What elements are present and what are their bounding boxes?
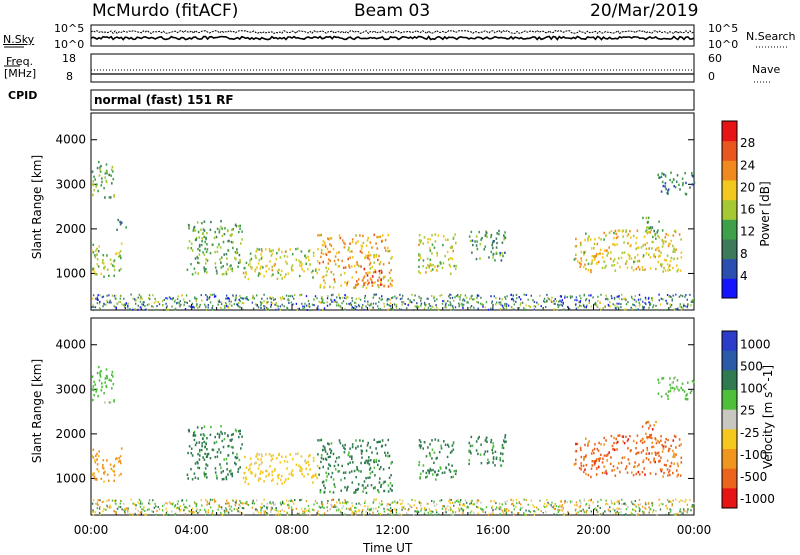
- xtick-label-4: 16:00: [476, 523, 511, 537]
- colorbar-tick-power-5: 24: [740, 158, 755, 172]
- echo-region-velocity-3: [242, 452, 319, 486]
- freq-panel-frame: [90, 53, 695, 83]
- echo-region-power-8: [468, 229, 507, 262]
- freq-label-1: Freq.: [6, 55, 34, 68]
- colorbar-frame-velocity: [721, 330, 738, 509]
- nave-label: Nave: [752, 63, 781, 76]
- ytick-label-velocity-2000: 2000: [55, 427, 86, 441]
- colorbar-tick-power-3: 16: [740, 203, 755, 217]
- echo-region-velocity-9: [657, 376, 695, 401]
- freq-left-tick-bottom: 8: [66, 70, 73, 83]
- ytick-label-velocity-3000: 3000: [55, 382, 86, 396]
- noise-sky-trace: [90, 35, 695, 41]
- echo-region-velocity-4: [317, 438, 393, 495]
- colorbar-tick-velocity-0: 1000: [740, 337, 771, 351]
- echo-region-power-1: [91, 242, 123, 278]
- colorbar-frame-power: [721, 120, 738, 299]
- xtick-label-6: 00:00: [677, 523, 712, 537]
- colorbar-swatch-velocity-8: [722, 488, 737, 509]
- colorbar-swatch-power-1: [722, 258, 737, 279]
- colorbar-swatch-velocity-0: [722, 331, 737, 352]
- noise-left-label: N.Sky: [3, 33, 35, 46]
- ytick-label-velocity-1000: 1000: [55, 471, 86, 485]
- xtick-label-2: 08:00: [275, 523, 310, 537]
- colorbar-tick-velocity-4: -25: [740, 426, 760, 440]
- echo-region-velocity-2: [186, 425, 243, 481]
- echo-region-power-7: [418, 233, 457, 275]
- echo-region-power-6: [362, 267, 383, 287]
- freq-left-tick-top: 18: [62, 52, 76, 65]
- colorbar-swatch-power-8: [722, 121, 737, 142]
- colorbar-tick-power-1: 8: [740, 247, 748, 261]
- colorbar-swatch-power-2: [722, 239, 737, 260]
- colorbar-tick-power-6: 28: [740, 136, 755, 150]
- cpid-label: CPID: [8, 89, 38, 102]
- echo-region-power-5: [317, 233, 393, 290]
- cpid-mode: normal (fast) 151 RF: [94, 93, 234, 107]
- colorbar-swatch-power-5: [722, 180, 737, 201]
- echo-region-velocity-0: [91, 365, 115, 404]
- xtick-label-3: 12:00: [375, 523, 410, 537]
- echo-region-power-4: [242, 247, 319, 281]
- colorbar-tick-velocity-3: 25: [740, 404, 755, 418]
- ground-scatter-velocity: [91, 498, 695, 517]
- ytick-label-power-3000: 3000: [55, 177, 86, 191]
- echo-region-power-0: [91, 160, 115, 199]
- noise-left-tick-top: 10^5: [54, 22, 85, 35]
- station-title: McMurdo (fitACF): [92, 1, 239, 21]
- echo-region-power-11: [657, 171, 696, 196]
- echo-region-power-9: [573, 229, 683, 274]
- colorbar-tick-velocity-1: 500: [740, 359, 763, 373]
- colorbar-tick-power-0: 4: [740, 269, 748, 283]
- beam-title: Beam 03: [354, 1, 431, 21]
- colorbar-tick-velocity-2: 100: [740, 382, 763, 396]
- colorbar-swatch-velocity-2: [722, 370, 737, 391]
- ytick-label-power-1000: 1000: [55, 266, 86, 280]
- noise-search-trace: [90, 29, 695, 35]
- echo-region-power-3: [186, 220, 243, 276]
- colorbar-tick-power-2: 12: [740, 225, 755, 239]
- colorbar-tick-velocity-7: -1000: [740, 492, 775, 506]
- colorbar-swatch-velocity-7: [722, 468, 737, 489]
- colorbar-swatch-velocity-6: [722, 449, 737, 470]
- echo-region-power-10: [642, 216, 660, 240]
- echo-region-velocity-5: [418, 438, 457, 481]
- colorbar-swatch-power-0: [722, 278, 737, 299]
- echo-region-velocity-6: [468, 434, 507, 467]
- ytick-label-velocity-4000: 4000: [55, 338, 86, 352]
- freq-right-tick-top: 60: [708, 52, 722, 65]
- echo-region-velocity-7: [573, 434, 683, 479]
- echo-region-velocity-8: [639, 420, 658, 445]
- xtick-label-0: 00:00: [74, 523, 109, 537]
- noise-right-tick-top: 10^5: [708, 22, 739, 35]
- noise-panel-frame: [90, 24, 695, 47]
- colorbar-swatch-velocity-4: [722, 409, 737, 430]
- colorbar-swatch-power-4: [722, 199, 737, 220]
- colorbar-swatch-velocity-3: [722, 390, 737, 411]
- colorbar-tick-velocity-6: -500: [740, 470, 767, 484]
- colorbar-swatch-power-7: [722, 140, 737, 161]
- colorbar-swatch-velocity-1: [722, 350, 737, 371]
- colorbar-swatch-velocity-5: [722, 429, 737, 450]
- x-axis-label: Time UT: [363, 541, 413, 555]
- echo-region-velocity-1: [91, 447, 123, 483]
- noise-left-tick-bottom: 10^0: [54, 38, 85, 51]
- freq-right-tick-bottom: 0: [708, 70, 715, 83]
- noise-right-label: N.Search: [746, 30, 796, 43]
- xtick-label-1: 04:00: [174, 523, 209, 537]
- noise-right-tick-bottom: 10^0: [708, 38, 739, 51]
- ground-scatter-power: [91, 293, 695, 312]
- date-title: 20/Mar/2019: [590, 1, 699, 21]
- ytick-label-power-4000: 4000: [55, 133, 86, 147]
- xtick-label-5: 20:00: [576, 523, 611, 537]
- colorbar-swatch-power-6: [722, 160, 737, 181]
- ytick-label-power-2000: 2000: [55, 222, 86, 236]
- colorbar-tick-velocity-5: -100: [740, 448, 767, 462]
- colorbar-swatch-power-3: [722, 219, 737, 240]
- freq-label-2: [MHz]: [4, 67, 37, 80]
- cpid-panel-frame: [90, 89, 695, 111]
- echo-region-power-2: [116, 218, 127, 231]
- colorbar-tick-power-4: 20: [740, 180, 755, 194]
